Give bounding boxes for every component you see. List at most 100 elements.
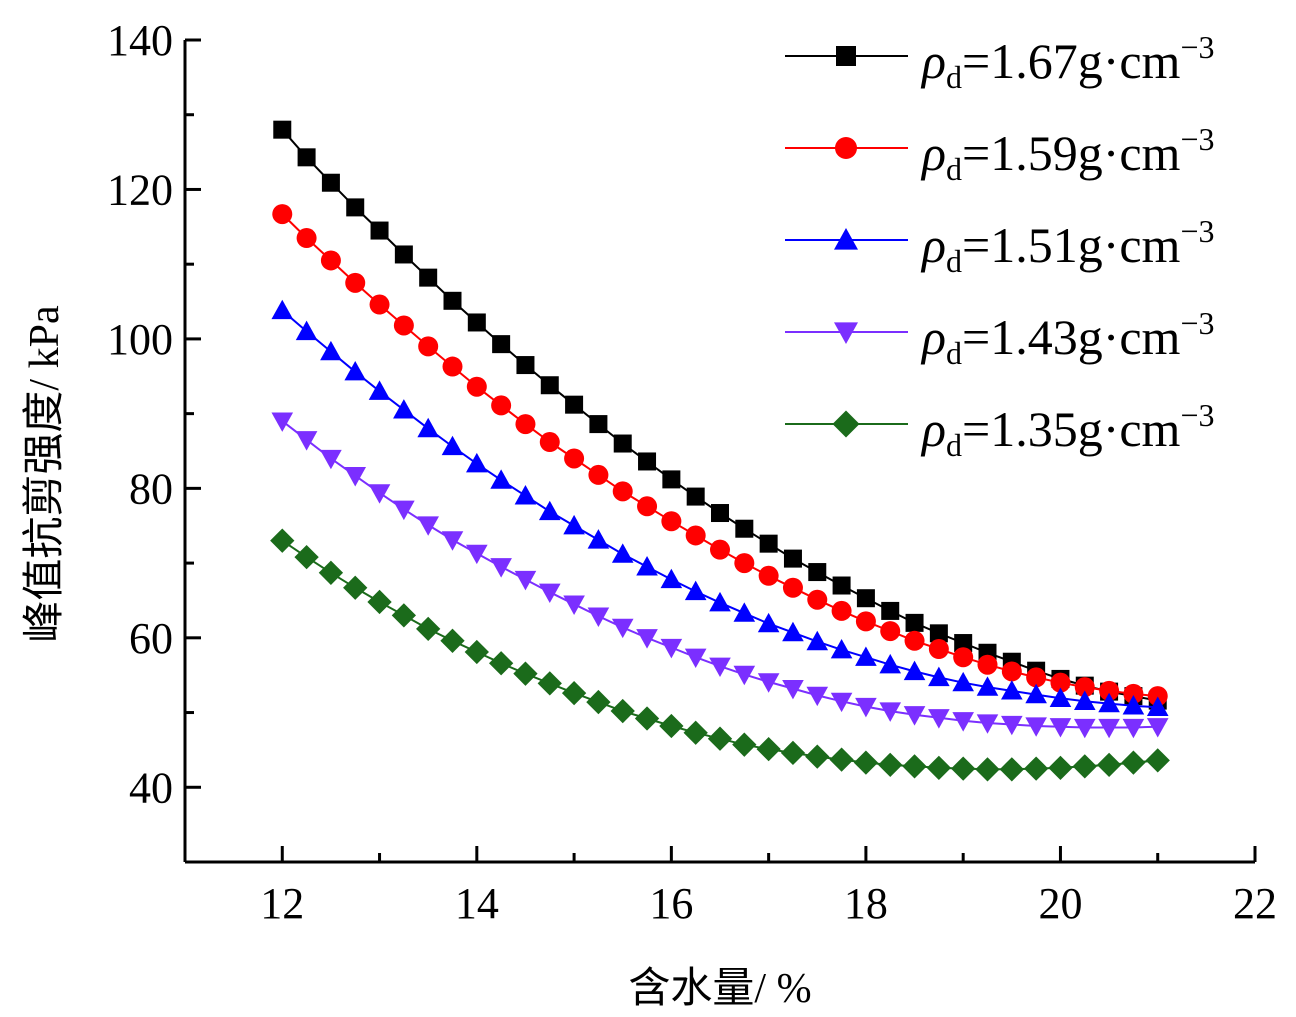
data-point xyxy=(440,628,465,653)
y-tick-label: 40 xyxy=(129,763,173,812)
data-point xyxy=(367,589,392,615)
data-point xyxy=(928,709,950,729)
data-point xyxy=(417,516,439,536)
data-point xyxy=(441,435,464,456)
legend-label: ρd=1.35g·cm−3 xyxy=(920,397,1214,463)
data-point xyxy=(466,544,488,565)
data-point xyxy=(490,469,512,489)
data-point xyxy=(466,452,488,473)
y-tick-label: 100 xyxy=(107,315,173,364)
data-point xyxy=(732,732,757,757)
data-point xyxy=(806,686,829,707)
legend-item-2: ρd=1.59g·cm−3 xyxy=(785,121,1214,187)
data-point xyxy=(368,380,391,400)
data-point xyxy=(707,726,733,751)
data-point xyxy=(394,245,413,264)
data-point xyxy=(710,539,730,560)
data-point xyxy=(880,621,901,642)
data-point xyxy=(806,630,829,651)
data-point xyxy=(1025,717,1047,737)
data-point xyxy=(345,272,366,293)
data-point xyxy=(1073,690,1096,710)
legend-marker xyxy=(835,137,857,159)
data-point xyxy=(855,646,877,666)
y-tick-label: 120 xyxy=(107,165,173,214)
data-point xyxy=(807,589,828,610)
data-point xyxy=(903,706,926,726)
data-point xyxy=(904,630,925,651)
axes: 40 60 80 100 120 140 12 14 16 18 20 22 xyxy=(107,16,1277,928)
data-point xyxy=(976,714,999,734)
data-point xyxy=(443,291,462,310)
data-point xyxy=(879,702,902,722)
data-point xyxy=(953,647,974,668)
data-point xyxy=(881,601,900,620)
data-point xyxy=(295,320,318,341)
x-tick-label: 22 xyxy=(1233,879,1277,928)
data-point xyxy=(661,511,682,532)
data-point xyxy=(975,757,1000,782)
data-point xyxy=(1099,680,1120,701)
data-point xyxy=(369,294,390,315)
data-point xyxy=(612,481,633,502)
legend-label: ρd=1.59g·cm−3 xyxy=(920,121,1214,187)
data-point xyxy=(515,414,536,435)
data-point xyxy=(589,415,608,434)
data-point xyxy=(514,570,537,591)
data-point xyxy=(320,340,342,361)
data-point xyxy=(758,565,779,586)
data-point xyxy=(855,697,877,718)
data-point xyxy=(709,657,731,678)
data-point xyxy=(514,485,537,505)
data-point xyxy=(537,671,562,696)
data-point xyxy=(464,639,489,665)
data-point xyxy=(808,563,827,582)
data-point xyxy=(610,698,635,724)
data-point xyxy=(1145,748,1170,773)
data-point xyxy=(782,679,804,700)
data-point xyxy=(660,568,683,589)
data-point xyxy=(879,653,902,674)
data-point xyxy=(831,600,852,621)
data-point xyxy=(320,250,341,271)
data-point xyxy=(1074,677,1095,698)
data-point xyxy=(878,752,903,778)
data-point xyxy=(297,148,316,167)
data-point xyxy=(830,692,853,713)
data-point xyxy=(783,549,802,568)
data-point xyxy=(467,313,486,332)
data-point xyxy=(271,412,294,432)
data-point xyxy=(782,621,804,642)
data-point xyxy=(370,221,389,240)
y-tick-label: 140 xyxy=(107,16,173,65)
data-point xyxy=(1146,718,1169,738)
data-point xyxy=(587,607,610,627)
data-point xyxy=(1072,754,1097,779)
data-point xyxy=(928,666,950,687)
data-point xyxy=(270,528,295,553)
data-point xyxy=(1122,695,1145,715)
data-point xyxy=(1026,667,1047,688)
data-point xyxy=(418,336,439,357)
data-point xyxy=(757,673,780,693)
data-point xyxy=(321,173,340,192)
data-point xyxy=(660,638,683,659)
y-axis-label: 峰值抗剪强度/ kPa xyxy=(21,305,68,643)
data-point xyxy=(1073,718,1096,739)
data-point xyxy=(393,315,414,336)
data-point xyxy=(611,618,634,639)
data-point xyxy=(393,399,415,419)
data-point xyxy=(954,634,973,653)
data-point xyxy=(417,417,439,438)
data-point xyxy=(393,500,415,521)
data-point xyxy=(613,434,632,453)
legend-label: ρd=1.51g·cm−3 xyxy=(920,213,1214,279)
data-point xyxy=(587,529,610,549)
data-point xyxy=(905,613,924,632)
data-point xyxy=(830,638,853,659)
data-point xyxy=(1123,683,1144,704)
legend-marker xyxy=(834,322,858,344)
data-point xyxy=(318,560,344,585)
data-point xyxy=(686,487,705,506)
